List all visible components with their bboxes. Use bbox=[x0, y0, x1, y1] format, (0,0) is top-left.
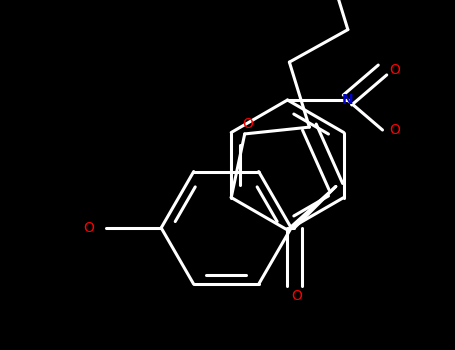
Text: O: O bbox=[242, 117, 253, 131]
Text: O: O bbox=[292, 289, 303, 303]
Text: N: N bbox=[342, 93, 354, 107]
Text: O: O bbox=[83, 221, 94, 235]
Text: O: O bbox=[389, 123, 400, 137]
Text: O: O bbox=[389, 63, 400, 77]
